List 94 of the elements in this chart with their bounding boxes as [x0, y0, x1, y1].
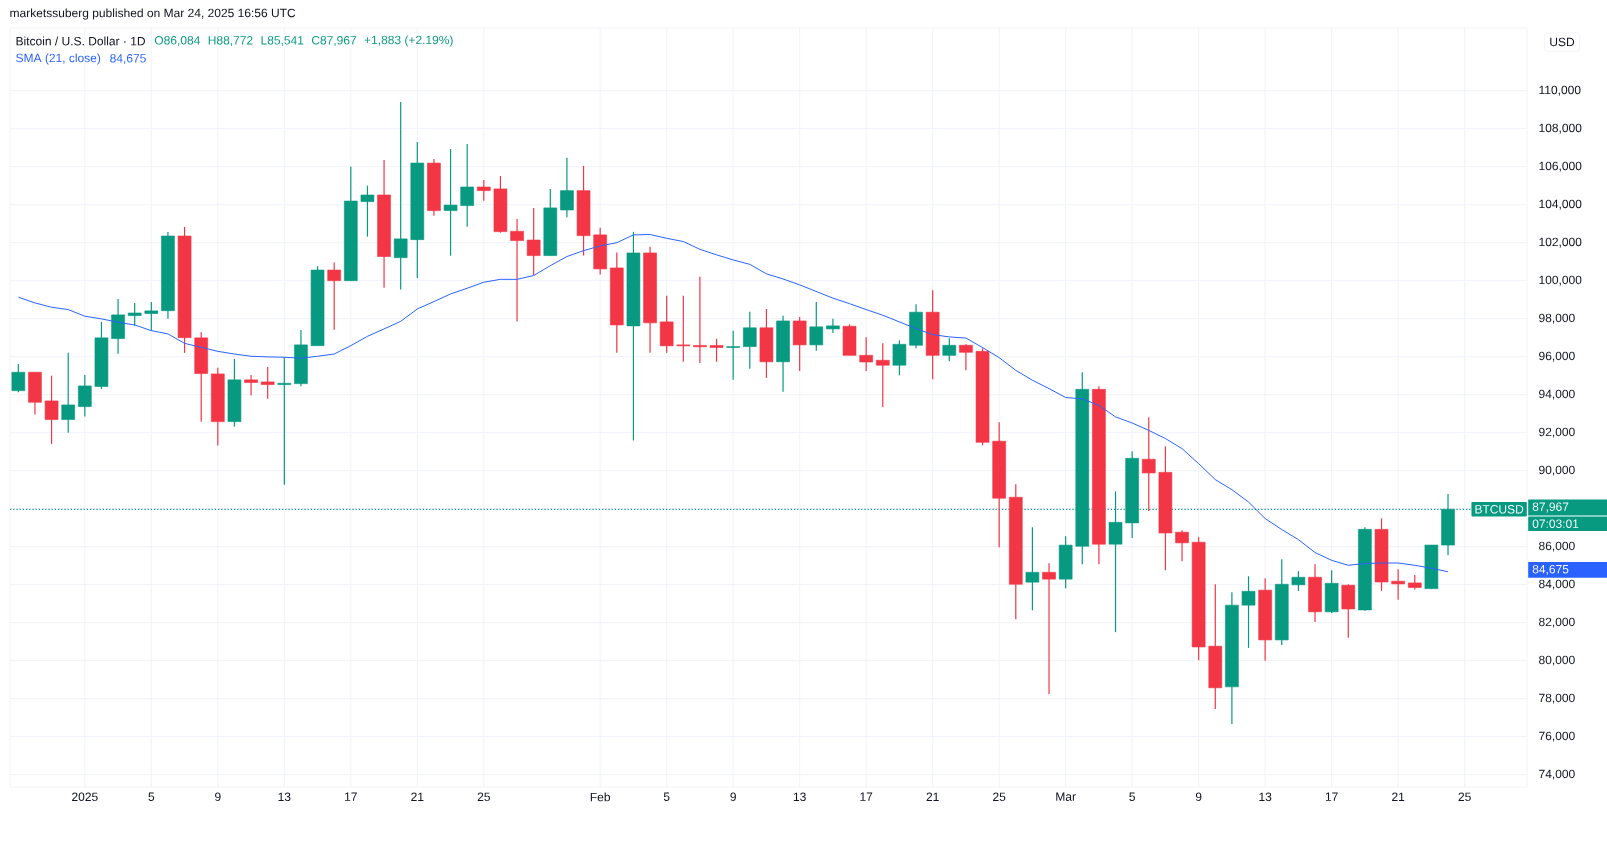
text: 84,675: [1532, 564, 1569, 575]
candlestick: [876, 342, 890, 408]
x-tick-label: 5: [1129, 792, 1135, 801]
y-tick-label: 82,000: [1539, 617, 1575, 628]
x-tick-label: Mar: [1056, 792, 1076, 801]
annotation: C87,967: [311, 36, 357, 46]
x-tick-label: 17: [345, 792, 357, 801]
y-tick-label: 84,000: [1539, 579, 1575, 590]
candlestick: [111, 298, 125, 355]
candlestick: [477, 179, 491, 202]
candlestick: [942, 337, 957, 362]
candlestick: [277, 356, 292, 486]
candlestick: [743, 311, 757, 370]
candlestick: [1291, 570, 1306, 592]
y-tick-label: 104,000: [1539, 199, 1582, 210]
y-tick-label: 108,000: [1539, 123, 1582, 134]
chart-subtitle: marketssuberg published on Mar 24, 2025 16:56 UTC: [10, 8, 296, 20]
x-tick-label: 9: [215, 792, 221, 802]
y-tick-label: 74,000: [1539, 769, 1575, 780]
x-tick-label: 17: [1325, 792, 1338, 801]
x-tick-label: 2025: [72, 792, 98, 802]
candlestick: [127, 302, 142, 327]
y-tick-label: 102,000: [1539, 237, 1582, 248]
y-tick-label: 78,000: [1539, 693, 1575, 704]
candlestick: [1175, 529, 1189, 562]
y-tick-label: 100,000: [1539, 275, 1582, 286]
candlestick: [826, 318, 840, 334]
y-tick-label: 94,000: [1539, 389, 1575, 400]
x-tick-label: 13: [278, 792, 291, 802]
candlestick: [892, 339, 907, 376]
candlestick: [526, 207, 541, 276]
candlestick: [443, 148, 458, 257]
candlestick: [676, 295, 691, 363]
candlestick: [393, 101, 408, 291]
x-tick-label: 21: [411, 792, 424, 801]
candlestick: [1042, 562, 1056, 695]
candlestick: [1341, 583, 1356, 639]
candlestick: [959, 343, 973, 371]
y-tick-label: 96,000: [1539, 351, 1575, 362]
candlestick: [726, 330, 740, 381]
text: Bitcoin / U.S. Dollar · 1D: [16, 36, 145, 46]
candlestick: [1025, 526, 1040, 611]
y-tick-label: 90,000: [1539, 465, 1575, 476]
y-tick-label: 80,000: [1539, 655, 1575, 666]
x-tick-label: 13: [793, 792, 806, 802]
x-tick-label: 9: [1195, 792, 1202, 802]
candlestick: [260, 366, 275, 400]
candlestick: [327, 262, 341, 331]
y-tick-label: 106,000: [1539, 161, 1582, 172]
candlestick: [659, 295, 674, 354]
candlestick: [1142, 416, 1156, 512]
x-tick-label: 13: [1259, 792, 1272, 802]
annotation: L85,541: [261, 36, 304, 46]
y-tick-label: 86,000: [1539, 541, 1575, 552]
candlestick: [709, 338, 724, 363]
x-tick-label: 5: [663, 792, 670, 801]
y-tick-label: 92,000: [1539, 427, 1575, 438]
x-tick-label: 17: [860, 792, 873, 801]
candlestick: [360, 185, 375, 238]
text: 07:03:01: [1532, 519, 1579, 528]
ref-line-label: BTCUSD: [1475, 505, 1524, 514]
candlestick: [244, 374, 258, 397]
candlestick: [792, 316, 807, 372]
candlestick: [460, 143, 474, 228]
candlestick: [859, 336, 873, 372]
text: SMA (21, close): [16, 53, 101, 65]
y-tick-label: 98,000: [1539, 313, 1575, 324]
x-tick-label: 25: [1458, 792, 1471, 802]
text: 87,967: [1532, 502, 1569, 513]
x-tick-label: Feb: [590, 792, 611, 802]
text: USD: [1550, 37, 1575, 47]
y-tick-label: 110,000: [1539, 85, 1581, 96]
candlestick: [11, 363, 26, 393]
candlestick: [1391, 568, 1405, 601]
y-tick-label: 76,000: [1539, 731, 1575, 742]
candlestick: [809, 301, 824, 352]
candlestick: [44, 375, 59, 445]
annotation: 84,675: [110, 54, 146, 64]
x-tick-label: 25: [993, 792, 1006, 802]
candlestick: [560, 157, 574, 218]
x-tick-label: 9: [730, 792, 736, 802]
x-tick-label: 5: [148, 792, 155, 801]
candlestick: [693, 276, 707, 364]
annotation: +1,883 (+2.19%): [364, 35, 453, 47]
annotation: O86,084: [154, 36, 200, 46]
candlestick: [1241, 575, 1256, 649]
x-tick-label: 25: [477, 792, 490, 802]
x-tick-label: 21: [1392, 792, 1405, 801]
candlestick: [78, 374, 92, 418]
x-tick-label: 21: [926, 792, 939, 801]
candlestick: [144, 301, 159, 332]
candlestick: [510, 218, 524, 323]
candlestick: [61, 352, 75, 434]
annotation: H88,772: [208, 36, 253, 46]
